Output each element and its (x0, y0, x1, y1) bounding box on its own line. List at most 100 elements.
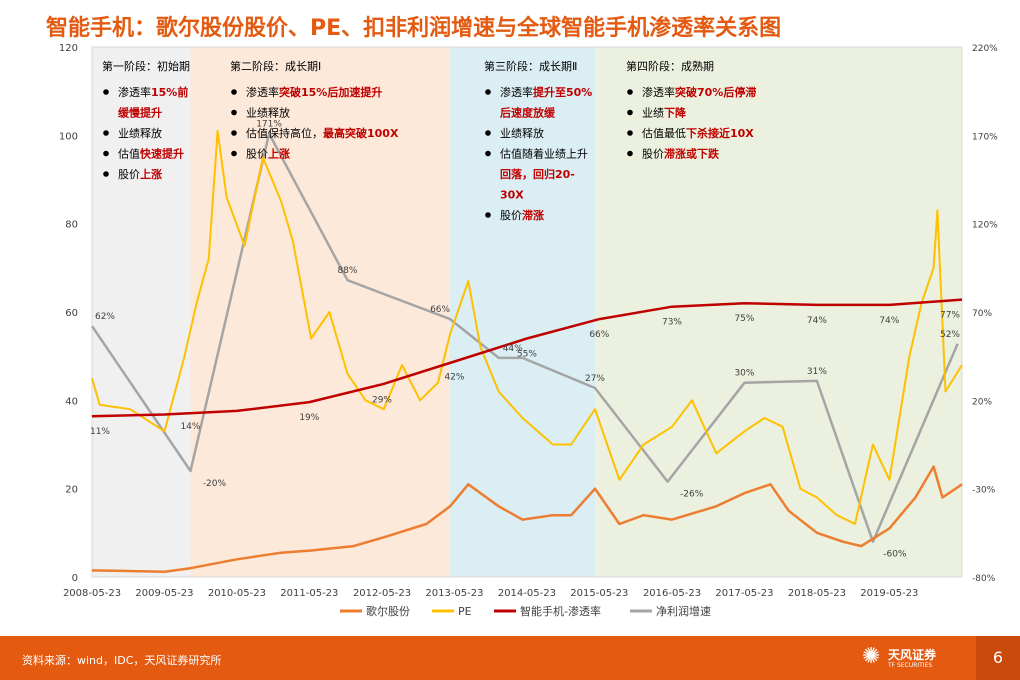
x-tick-label: 2014-05-23 (498, 588, 556, 599)
phase-normal-text: 估值保持高位， (246, 126, 323, 140)
series-line-penetration (91, 298, 963, 418)
phase-normal-text: 股价 (246, 148, 268, 161)
phase-bullet-text: 后速度放缓 (500, 106, 556, 120)
bullet-dot-icon (231, 130, 237, 136)
x-tick-label: 2017-05-23 (715, 588, 773, 599)
penetration-data-label: 66% (589, 330, 609, 340)
phase-normal-text: 渗透率 (246, 85, 279, 99)
x-tick-label: 2013-05-23 (425, 588, 483, 599)
x-tick-label: 2016-05-23 (643, 588, 701, 599)
bullet-dot-icon (103, 130, 109, 136)
phase-emphasis-text: 上涨 (140, 167, 162, 181)
growth-data-label: 88% (337, 266, 357, 276)
phase-title: 第一阶段：初始期 (102, 59, 190, 73)
logo-sub: TF SECURITIES (888, 662, 933, 669)
phase-bullet-text: 渗透率15%前 (118, 85, 188, 99)
x-tick-label: 2019-05-23 (860, 588, 918, 599)
phase-bullet-text: 股价上涨 (246, 147, 290, 161)
bullet-dot-icon (485, 130, 491, 136)
y-left-tick-label: 120 (59, 43, 78, 54)
logo-star-icon: ✺ (862, 644, 881, 669)
series-line-pe (91, 129, 963, 525)
y-right-tick-label: 170% (972, 132, 998, 142)
chart: 0 20 40 60 80 100 120 -80% -30% 20% 70% 120% 170% 220… (59, 43, 998, 618)
y-right-tick-label: 20% (972, 397, 992, 407)
penetration-data-label: 74% (879, 316, 899, 326)
growth-data-label: 31% (807, 367, 827, 377)
legend-label: 净利润增速 (656, 604, 711, 618)
series-line-stock (91, 465, 963, 573)
phase-bullet-text: 估值最低下杀接近10X (642, 126, 754, 140)
phase-bullet-text: 30X (500, 189, 524, 202)
growth-data-label: -60% (883, 550, 907, 560)
phase-bullet-text: 业绩下降 (642, 106, 687, 120)
phase-band-1 (92, 47, 191, 577)
phase-bullet-text: 渗透率突破15%后加速提升 (246, 85, 382, 99)
growth-data-label: -20% (203, 479, 227, 489)
phase-normal-text: 渗透率 (118, 85, 151, 99)
source-note: 资料来源：wind，IDC，天风证券研究所 (22, 654, 222, 667)
penetration-data-label: 75% (734, 314, 754, 324)
penetration-data-label: 73% (662, 318, 682, 328)
y-left-tick-label: 20 (65, 485, 78, 496)
phase-bullet-text: 渗透率突破70%后停滞 (642, 85, 756, 99)
penetration-data-label: 77% (940, 311, 960, 321)
bullet-dot-icon (103, 171, 109, 177)
bullet-dot-icon (485, 212, 491, 218)
series-line-growth (90, 132, 959, 543)
phase-normal-text: 渗透率 (500, 85, 533, 99)
phase-emphasis-text: 突破70%后停滞 (675, 85, 756, 99)
phase-title: 第四阶段：成熟期 (626, 59, 714, 73)
penetration-data-label: 29% (372, 395, 392, 405)
growth-data-label: 44% (503, 344, 523, 354)
x-tick-label: 2011-05-23 (280, 588, 338, 599)
plot-frame (91, 46, 963, 578)
page-number: 6 (976, 636, 1020, 680)
growth-data-label: 27% (585, 374, 605, 384)
bullet-dot-icon (627, 130, 633, 136)
phase-normal-text: 股价 (118, 168, 140, 181)
y-left-tick-label: 60 (65, 308, 78, 319)
y-right-tick-label: -80% (972, 574, 996, 584)
footer: 资料来源：wind，IDC，天风证券研究所 ✺ 天风证券 TF SECURITI… (0, 636, 1020, 680)
x-tick-label: 2010-05-23 (208, 588, 266, 599)
bullet-dot-icon (231, 150, 237, 157)
bullet-dot-icon (103, 89, 109, 95)
bullet-dot-icon (627, 150, 633, 157)
y-left-tick-label: 40 (65, 396, 78, 407)
penetration-data-label: 11% (90, 427, 110, 437)
phase-emphasis-text: 突破15%后加速提升 (279, 85, 382, 99)
x-tick-label: 2018-05-23 (788, 588, 846, 599)
phase-bullet-text: 业绩释放 (118, 126, 162, 140)
growth-data-label: 52% (940, 330, 960, 340)
phase-band-4 (594, 47, 962, 577)
phase-normal-text: 业绩 (642, 107, 664, 120)
legend-label: 歌尔股份 (366, 604, 410, 618)
phase-bullet-text: 估值随着业绩上升 (500, 147, 588, 161)
growth-data-label: 171% (256, 120, 282, 130)
penetration-data-label: 14% (180, 422, 200, 432)
bullet-dot-icon (485, 150, 491, 157)
phase-title: 第三阶段：成长期Ⅱ (484, 59, 577, 73)
phase-emphasis-text: 缓慢提升 (118, 106, 162, 120)
phase-normal-text: 业绩释放 (246, 106, 290, 120)
x-tick-label: 2015-05-23 (570, 588, 628, 599)
phase-normal-text: 业绩释放 (118, 126, 162, 140)
phase-emphasis-text: 30X (500, 189, 524, 202)
phase-emphasis-text: 最高突破100X (323, 126, 399, 140)
growth-data-label: 62% (95, 312, 115, 322)
phase-emphasis-text: 快速提升 (139, 147, 184, 161)
phase-bullet-text: 估值保持高位，最高突破100X (246, 126, 399, 140)
bullet-dot-icon (627, 89, 633, 95)
growth-data-label: -26% (680, 490, 704, 500)
y-left-tick-label: 80 (65, 220, 78, 231)
phase-emphasis-text: 滞涨或下跌 (664, 147, 720, 161)
logo-name: 天风证券 (888, 648, 937, 662)
y-right-tick-label: 120% (972, 221, 998, 231)
y-left-tick-label: 100 (59, 131, 78, 142)
penetration-data-label: 19% (299, 413, 319, 423)
phase-bullet-text: 业绩释放 (246, 106, 290, 120)
phase-bullet-text: 股价滞涨或下跌 (642, 147, 720, 161)
growth-data-label: 66% (430, 305, 450, 315)
y-right-tick-label: 70% (972, 309, 992, 319)
